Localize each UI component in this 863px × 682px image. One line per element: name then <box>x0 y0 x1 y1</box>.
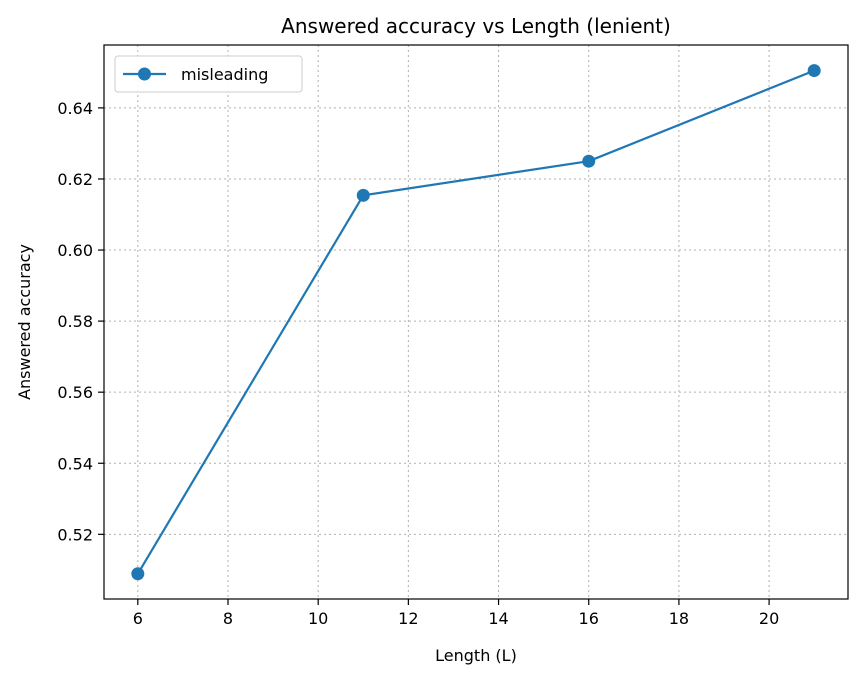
y-axis-label: Answered accuracy <box>15 244 34 400</box>
legend-marker <box>138 67 151 81</box>
plot-frame <box>103 44 849 600</box>
x-tick-label: 6 <box>133 609 143 628</box>
y-tick-label: 0.62 <box>57 170 93 189</box>
data-point <box>131 567 145 581</box>
y-tick-label: 0.56 <box>57 383 93 402</box>
y-tick-label: 0.52 <box>57 525 93 544</box>
x-tick-label: 14 <box>488 609 508 628</box>
y-tick-label: 0.64 <box>57 99 93 118</box>
legend-box <box>114 55 303 93</box>
y-tick-label: 0.54 <box>57 454 93 473</box>
series-line-misleading <box>136 69 816 575</box>
x-axis-label: Length (L) <box>435 646 517 665</box>
x-tick-label: 8 <box>223 609 233 628</box>
y-tick-label: 0.60 <box>57 241 93 260</box>
series-layer <box>131 64 821 581</box>
chart-title: Answered accuracy vs Length (lenient) <box>281 14 671 38</box>
x-tick-label: 20 <box>759 609 779 628</box>
x-tick-label: 10 <box>308 609 328 628</box>
y-tick-label: 0.58 <box>57 312 93 331</box>
data-point <box>582 154 596 168</box>
tick-layer: 6 8 10 12 14 16 18 20 0.52 0.54 0.56 0.58 0.60 0.62 0.… <box>57 99 779 628</box>
data-point <box>356 188 370 202</box>
legend-label-misleading: misleading <box>181 65 268 84</box>
x-tick-label: 18 <box>669 609 689 628</box>
x-tick-label: 12 <box>398 609 418 628</box>
x-tick-label: 16 <box>579 609 599 628</box>
legend: misleading <box>114 55 303 93</box>
data-point <box>807 64 821 78</box>
